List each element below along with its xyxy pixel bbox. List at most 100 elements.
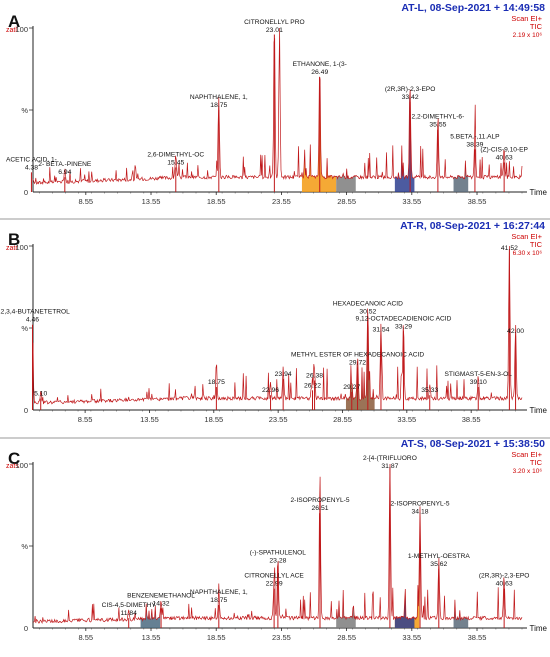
peak-rt-label: 26.38 <box>306 372 323 379</box>
peak-compound-label: HEXADECANOIC ACID <box>333 301 403 308</box>
peak-rt-label: 26.22 <box>304 382 321 389</box>
y-tick-label: 100 <box>15 461 28 470</box>
peak-compound-label: (2R,3R)-2,3-EPO <box>479 573 530 580</box>
peak-rt-label: 26.49 <box>311 69 328 76</box>
x-axis-name: Time <box>530 188 548 197</box>
y-tick-label: 100 <box>15 243 28 252</box>
y-tick-label: 100 <box>15 25 28 34</box>
peak-rt-label: 4.46 <box>26 317 39 324</box>
x-tick-label: 23.55 <box>272 197 291 206</box>
tic-trace <box>32 27 523 186</box>
peak-rt-label: 23.94 <box>275 371 292 378</box>
panel-label: C <box>8 449 20 468</box>
peak-rt-label: 35.33 <box>421 387 438 394</box>
peak-compound-label: (Z)-CIS-9,10-EP <box>480 146 528 153</box>
x-tick-label: 38.55 <box>468 197 487 206</box>
peak-rt-label: 22.99 <box>266 581 283 588</box>
x-tick-label: 13.55 <box>142 633 161 642</box>
scan-label: Scan EI+ <box>511 450 542 459</box>
peak-compound-label: ETHANONE, 1-(3- <box>293 61 347 68</box>
peak-rt-label: 22.96 <box>262 387 279 394</box>
run-header: AT-S, 08-Sep-2021 + 15:38:50 <box>401 438 545 450</box>
peak-compound-label: CITRONELLYL ACE <box>244 573 304 580</box>
x-tick-label: 18.55 <box>207 197 226 206</box>
peak-compound-label: NAPHTHALENE, 1, <box>190 589 248 596</box>
peak-rt-label: 31.54 <box>372 327 389 334</box>
peak-rt-label: 18.75 <box>210 102 227 109</box>
peak-compound-label: 2-ISOPROPENYL-5 <box>391 500 450 507</box>
x-tick-label: 38.55 <box>468 633 487 642</box>
scan-label: Scan EI+ <box>511 14 542 23</box>
y-tick-label: % <box>21 106 28 115</box>
peak-compound-label: STIGMAST-5-EN-3-OL <box>445 371 513 378</box>
peak-rt-label: 6.94 <box>58 169 71 176</box>
y-tick-label: 0 <box>24 406 28 415</box>
panel-label: A <box>8 12 20 31</box>
peak-rt-label: 14.32 <box>153 600 170 607</box>
peak-compound-label: 1-METHYL-OESTRA <box>408 553 471 560</box>
peak-compound-label: CIS-4,5-DIMETHY <box>102 602 157 609</box>
peak-rt-label: 39.10 <box>470 379 487 386</box>
x-tick-label: 33.55 <box>402 197 421 206</box>
x-axis-name: Time <box>530 406 548 415</box>
peak-rt-label: 30.52 <box>359 309 376 316</box>
y-axis-name: zats <box>6 463 19 470</box>
x-tick-label: 28.55 <box>333 415 352 424</box>
tic-label: TIC <box>530 240 543 249</box>
peak-compound-label: BENZENEMETHANOL <box>127 592 195 599</box>
peak-compound-label: 1,2,3,4-BUTANETETROL <box>0 309 70 316</box>
integrated-peak-area <box>336 168 356 192</box>
panel-label: B <box>8 230 20 249</box>
peak-rt-label: 29.72 <box>349 359 366 366</box>
integrated-peak-area <box>336 589 356 628</box>
peak-rt-label: 29.27 <box>343 384 360 391</box>
x-tick-label: 23.55 <box>272 633 291 642</box>
peak-compound-label: 9,12-OCTADECADIENOIC ACID <box>356 315 452 322</box>
peak-rt-label: 4.38 <box>25 164 38 171</box>
x-tick-label: 18.55 <box>204 415 223 424</box>
peak-compound-label: NAPHTHALENE, 1, <box>190 94 248 101</box>
peak-rt-label: 23.01 <box>266 27 283 34</box>
x-tick-label: 8.55 <box>79 633 94 642</box>
peak-rt-label: 11.84 <box>120 610 137 617</box>
x-axis-name: Time <box>530 624 548 633</box>
run-header: AT-R, 08-Sep-2021 + 16:27:44 <box>400 220 545 232</box>
x-tick-label: 28.55 <box>337 633 356 642</box>
peak-rt-label: 18.75 <box>208 379 225 386</box>
y-tick-label: % <box>21 542 28 551</box>
y-tick-label: % <box>21 324 28 333</box>
tic-trace <box>32 245 523 405</box>
x-tick-label: 33.55 <box>402 633 421 642</box>
integrated-peak-area <box>453 160 469 192</box>
peak-compound-label: 2,2-DIMETHYL-6- <box>412 114 465 121</box>
x-tick-label: 13.55 <box>140 415 159 424</box>
x-tick-label: 18.55 <box>207 633 226 642</box>
peak-rt-label: 42.00 <box>507 328 524 335</box>
x-tick-label: 33.55 <box>397 415 416 424</box>
tic-value: 3.20 x 10⁶ <box>513 468 543 475</box>
peak-rt-label: 35.55 <box>429 122 446 129</box>
peak-rt-label: 35.62 <box>430 561 447 568</box>
peak-compound-label: 2- BETA.-PINENE <box>38 161 92 168</box>
x-tick-label: 13.55 <box>142 197 161 206</box>
peak-compound-label: 2-[4-(TRIFLUORO <box>363 455 417 462</box>
x-tick-label: 28.55 <box>337 197 356 206</box>
peak-compound-label: CITRONELLYL PRO <box>244 19 304 26</box>
peak-compound-label: (2R,3R)-2,3-EPO <box>385 86 436 93</box>
peak-rt-label: 5.10 <box>34 391 47 398</box>
peak-rt-label: 33.29 <box>395 323 412 330</box>
peak-rt-label: 34.18 <box>412 508 429 515</box>
x-tick-label: 8.55 <box>79 197 94 206</box>
run-header: AT-L, 08-Sep-2021 + 14:49:58 <box>401 2 545 14</box>
peak-rt-label: 23.28 <box>269 558 286 565</box>
peak-rt-label: 40.63 <box>496 581 513 588</box>
peak-compound-label: 5.BETA.-,11.ALP <box>450 133 500 140</box>
peak-rt-label: 41.52 <box>501 245 518 252</box>
peak-compound-label: 2-ISOPROPENYL-5 <box>291 497 350 504</box>
peak-rt-label: 33.42 <box>402 94 419 101</box>
scan-label: Scan EI+ <box>511 232 542 241</box>
